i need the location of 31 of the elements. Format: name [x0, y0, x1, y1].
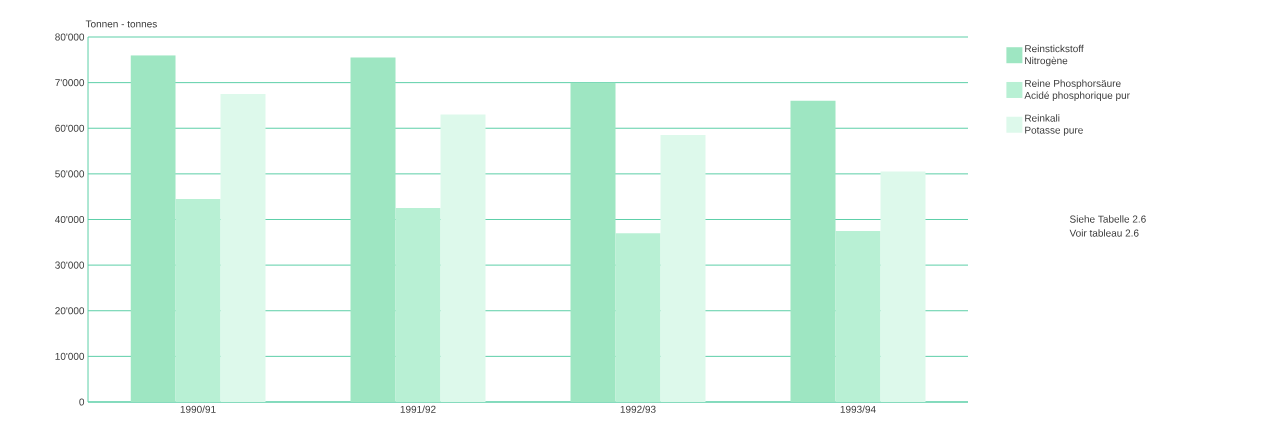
y-tick-label: 20'000	[55, 307, 85, 315]
x-tick-label: 1993/94	[840, 405, 876, 413]
legend-label: Reinkali Potasse pure	[1025, 114, 1083, 136]
y-tick-label: 7'0000	[55, 79, 85, 87]
text: Voir tableau 2.6	[1069, 229, 1139, 237]
x-tick-label: 1992/93	[620, 405, 656, 413]
y-axis-title: Tonnen - tonnes	[85, 20, 157, 28]
y-tick-label: 40'000	[55, 215, 85, 224]
y-tick-label: 30'000	[55, 261, 85, 269]
y-tick-label: 60'000	[55, 124, 85, 132]
bar	[790, 100, 836, 402]
bar	[835, 230, 881, 402]
bar	[395, 208, 441, 402]
y-tick-label: 10'000	[55, 352, 85, 360]
y-tick-label: 80'000	[55, 33, 85, 41]
bar	[440, 114, 486, 402]
x-tick-label: 1991/92	[400, 405, 436, 413]
y-tick-label: 50'000	[55, 170, 85, 178]
legend-label: Reinstickstoff Nitrogène	[1025, 44, 1084, 67]
text: Siehe Tabelle 2.6	[1069, 215, 1146, 223]
bar	[220, 94, 266, 402]
bar	[660, 135, 706, 402]
bar	[350, 57, 396, 402]
bar	[570, 82, 616, 402]
y-tick-label: 0	[79, 398, 85, 406]
bar	[175, 198, 221, 402]
bar	[880, 171, 926, 402]
legend-label: Reine Phosphorsäure Acidé phosphorique pur	[1024, 79, 1130, 101]
x-tick-label: 1990/91	[180, 405, 216, 413]
bar	[130, 55, 176, 402]
bar	[615, 233, 661, 402]
